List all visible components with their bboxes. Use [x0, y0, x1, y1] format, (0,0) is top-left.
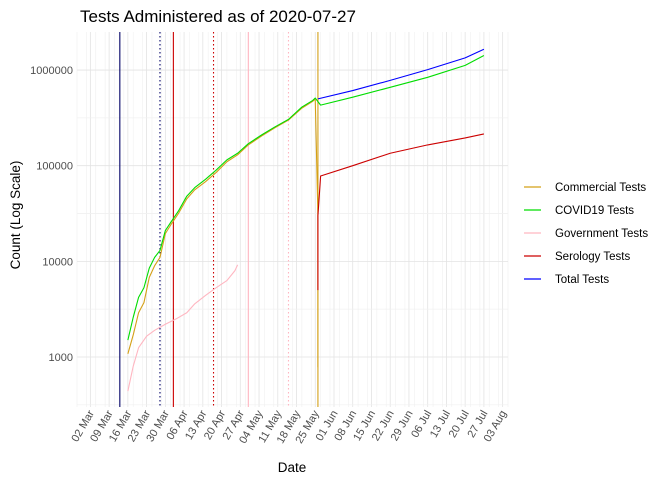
- legend: Commercial Tests COVID19 Tests Government …: [524, 182, 648, 286]
- legend-label: Commercial Tests: [555, 182, 646, 194]
- series-line: [317, 133, 485, 291]
- series-line: [127, 264, 239, 392]
- series-line: [127, 55, 485, 341]
- series-lines: [127, 48, 485, 392]
- series-line: [317, 48, 485, 100]
- y-axis-title: Count (Log Scale): [8, 161, 23, 270]
- series-line: [127, 98, 319, 368]
- y-axis: 1000 10000 100000 1000000: [30, 65, 73, 364]
- legend-label: Serology Tests: [555, 251, 630, 263]
- reference-lines: [119, 32, 319, 407]
- grid: [76, 32, 509, 407]
- legend-label: COVID19 Tests: [555, 205, 634, 217]
- y-tick-label: 1000: [49, 352, 73, 364]
- legend-label: Total Tests: [555, 274, 609, 286]
- y-tick-label: 100000: [36, 161, 73, 173]
- x-axis-title: Date: [278, 460, 307, 475]
- y-tick-label: 1000000: [30, 65, 73, 77]
- chart-title: Tests Administered as of 2020-07-27: [80, 7, 356, 26]
- y-tick-label: 10000: [42, 256, 73, 268]
- legend-label: Government Tests: [555, 228, 648, 240]
